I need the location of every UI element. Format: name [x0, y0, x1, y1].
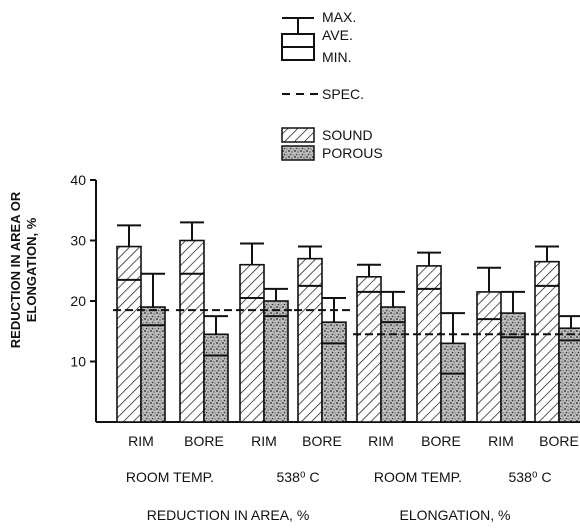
legend-min-label: MIN.	[322, 49, 352, 65]
porous-bar	[321, 321, 347, 423]
porous-bar	[203, 333, 229, 423]
sound-bar	[297, 257, 323, 423]
x-labels: RIM BORE RIM BORE RIM BORE RIM BORE ROOM TEMP. 53…	[126, 433, 579, 523]
x-tick-label: RIM	[368, 433, 394, 449]
x-tick-label: RIM	[488, 433, 514, 449]
porous-bar	[440, 342, 466, 423]
porous-bar	[263, 300, 289, 423]
legend-ave-label: AVE.	[322, 27, 353, 43]
property-label: REDUCTION IN AREA, %	[147, 507, 310, 523]
y-axis-label: REDUCTION IN AREA OR ELONGATION, %	[8, 191, 39, 348]
x-tick-label: BORE	[539, 433, 579, 449]
temperature-label: 538⁰ C	[509, 469, 552, 485]
x-tick-label: BORE	[184, 433, 224, 449]
temperature-label: ROOM TEMP.	[374, 469, 462, 485]
sound-bar	[356, 275, 382, 423]
x-tick-label: RIM	[128, 433, 154, 449]
sound-bar	[476, 291, 502, 423]
sound-bar	[116, 245, 142, 423]
legend-porous-label: POROUS	[322, 145, 383, 161]
legend: MAX. AVE. MIN. SPEC. SOUND POROUS	[281, 9, 383, 161]
sound-bar	[179, 239, 205, 423]
y-tick-label: 40	[70, 172, 86, 188]
y-axis-label-line-2: ELONGATION, %	[24, 217, 39, 322]
bars	[113, 221, 580, 423]
x-tick-label: RIM	[251, 433, 277, 449]
x-tick-label: BORE	[302, 433, 342, 449]
y-ticks: 10 20 30 40	[70, 172, 96, 370]
y-tick-label: 30	[70, 233, 86, 249]
legend-spec-label: SPEC.	[322, 86, 364, 102]
porous-bar	[558, 327, 580, 423]
property-label: ELONGATION, %	[400, 507, 511, 523]
legend-max-label: MAX.	[322, 9, 356, 25]
x-tick-label: BORE	[421, 433, 461, 449]
legend-sound-label: SOUND	[322, 127, 373, 143]
temperature-label: ROOM TEMP.	[126, 469, 214, 485]
y-tick-label: 20	[70, 293, 86, 309]
sound-bar	[239, 263, 265, 423]
temperature-label: 538⁰ C	[277, 469, 320, 485]
y-tick-label: 10	[70, 354, 86, 370]
porous-bar	[380, 306, 406, 423]
y-axis-label-line-1: REDUCTION IN AREA OR	[8, 191, 23, 348]
legend-porous-swatch	[281, 145, 315, 161]
porous-bar	[500, 312, 526, 423]
legend-sound-swatch	[281, 127, 315, 143]
sound-bar	[534, 260, 560, 423]
